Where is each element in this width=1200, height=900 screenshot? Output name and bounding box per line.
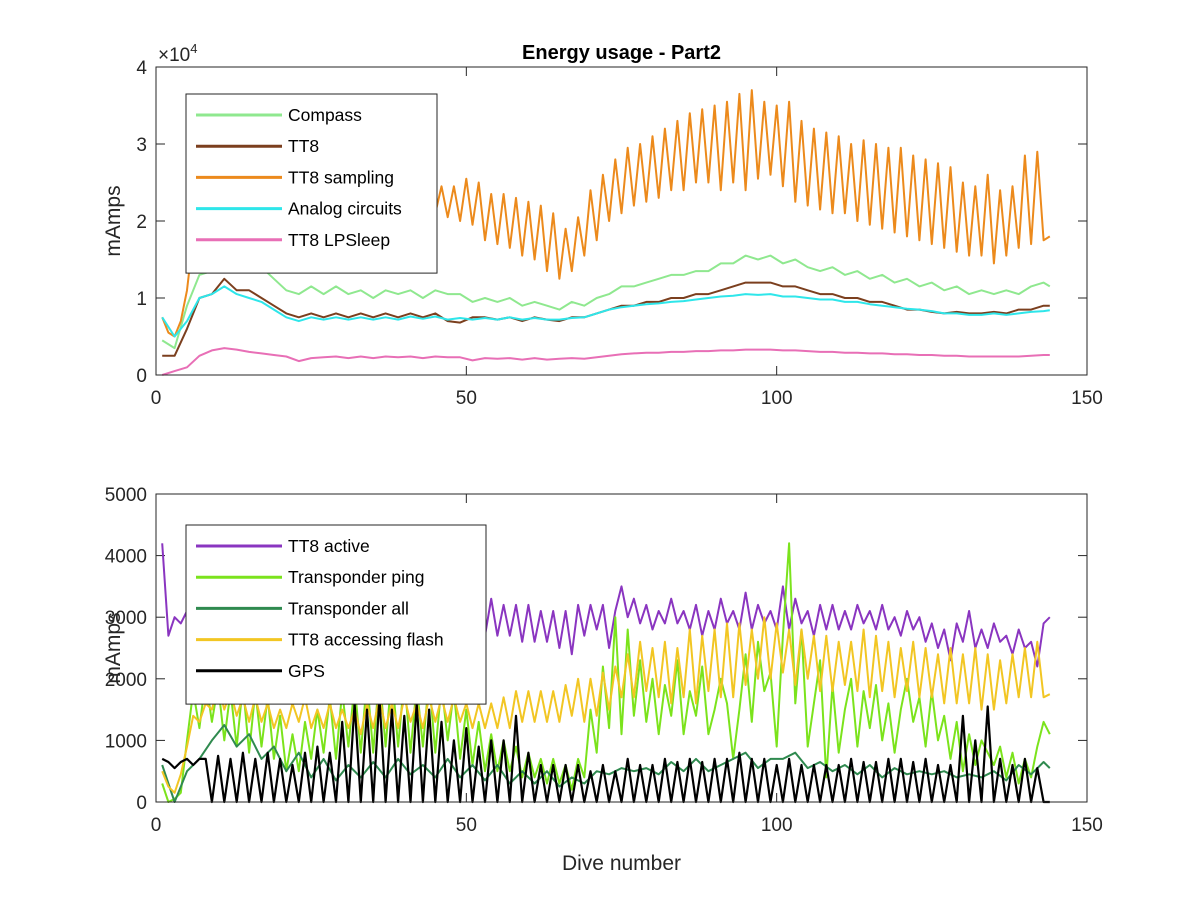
x-tick-label: 50 <box>456 388 477 409</box>
y-exponent-power: 4 <box>190 41 197 56</box>
series-line-tt8 <box>162 277 1050 357</box>
y-tick-label: 3000 <box>105 608 147 629</box>
series-layer <box>161 542 1051 804</box>
y-exponent-label: ×104 <box>158 41 197 66</box>
tick-layer: 0 50 100 150 0 1000 2000 3000 4000 5000 <box>105 485 1103 836</box>
axes-frame <box>155 66 1088 376</box>
x-tick-label: 150 <box>1071 388 1103 409</box>
x-tick-label: 0 <box>151 815 162 836</box>
y-tick-label: 4 <box>136 58 147 79</box>
series-line-transponder-all <box>161 724 1051 803</box>
y-exponent-base: ×10 <box>158 45 190 66</box>
bottom-axes: Dive number mAmps 0 50 100 150 0 1000 2000 3000… <box>102 485 1103 875</box>
legend: Compass TT8 TT8 sampling Analog circuits TT8… <box>185 93 438 274</box>
legend-label: GPS <box>288 661 325 681</box>
legend-label: TT8 active <box>288 536 370 556</box>
series-line-gps <box>161 696 1050 804</box>
x-axis-label: Dive number <box>562 852 681 875</box>
legend-label: Compass <box>288 105 362 125</box>
legend-box <box>185 93 438 274</box>
x-tick-label: 100 <box>761 815 793 836</box>
chart-title: Energy usage - Part2 <box>522 42 721 64</box>
series-line-tt8-lpsleep <box>161 347 1050 376</box>
y-tick-label: 4000 <box>105 547 147 568</box>
top-axes: Energy usage - Part2 ×104 mAmps 0 50 100 15… <box>102 41 1103 409</box>
series-line-transponder-ping <box>161 542 1051 803</box>
axes-frame <box>155 493 1088 803</box>
legend-label: Transponder ping <box>288 567 425 587</box>
series-line-tt8-accessing-flash <box>161 616 1051 794</box>
legend-label: TT8 <box>288 136 319 156</box>
legend-box <box>185 524 487 705</box>
legend: TT8 active Transponder ping Transponder al… <box>185 524 487 705</box>
x-tick-label: 0 <box>151 388 162 409</box>
y-tick-label: 1 <box>136 289 147 310</box>
x-tick-label: 150 <box>1071 815 1103 836</box>
y-tick-label: 0 <box>136 793 147 814</box>
y-tick-label: 2 <box>136 212 147 233</box>
y-axis-label: mAmps <box>102 612 125 683</box>
y-tick-label: 5000 <box>105 485 147 506</box>
legend-label: Transponder all <box>288 598 409 618</box>
legend-label: Analog circuits <box>288 199 402 219</box>
legend-label: TT8 LPSleep <box>288 230 390 250</box>
series-line-analog-circuits <box>161 285 1050 338</box>
x-tick-label: 50 <box>456 815 477 836</box>
y-tick-label: 2000 <box>105 670 147 691</box>
x-tick-label: 100 <box>761 388 793 409</box>
y-axis-label: mAmps <box>102 185 125 256</box>
y-tick-label: 3 <box>136 135 147 156</box>
legend-label: TT8 accessing flash <box>288 630 444 650</box>
legend-label: TT8 sampling <box>288 167 394 187</box>
y-tick-label: 0 <box>136 366 147 387</box>
y-tick-label: 1000 <box>105 731 147 752</box>
series-line-compass <box>161 250 1051 350</box>
